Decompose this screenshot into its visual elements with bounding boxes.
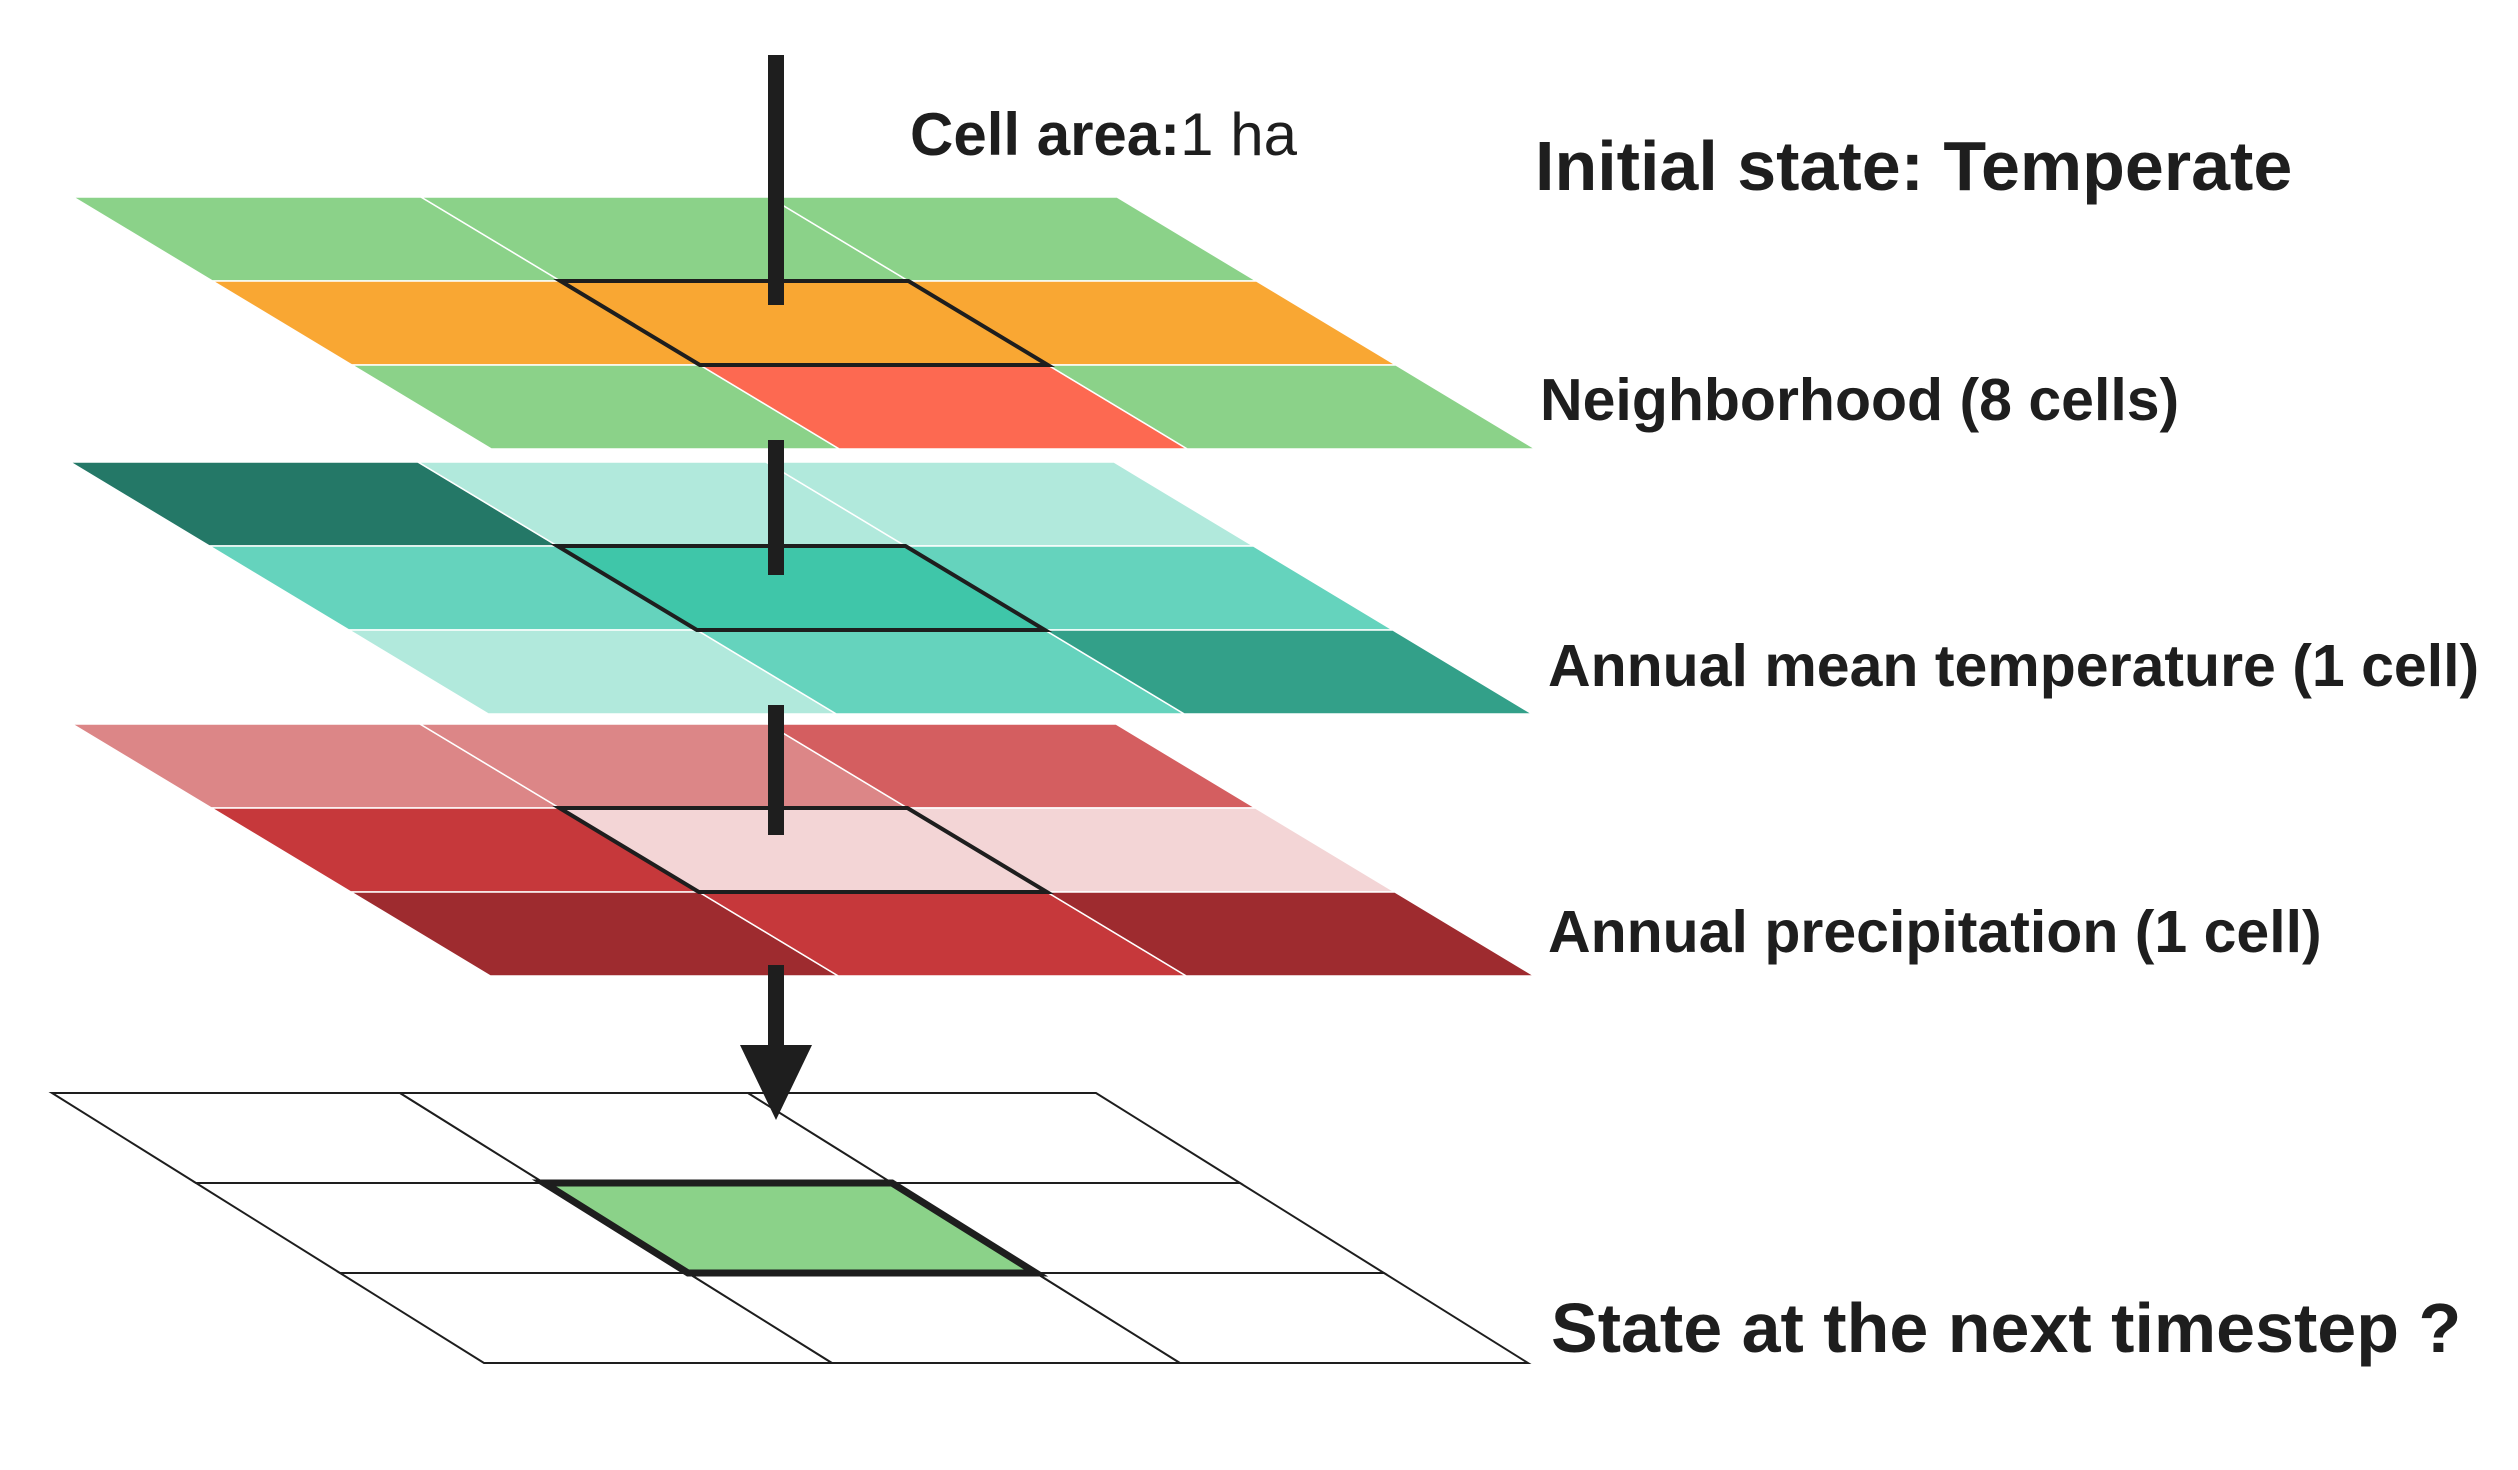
neighborhood-label: Neighborhood (8 cells): [1540, 367, 2179, 433]
center-cell-outline: [553, 279, 1056, 367]
center-cell-outline: [531, 1179, 1049, 1277]
grid-cell-r2-c2: [1044, 891, 1538, 977]
center-cell-outline: [550, 544, 1053, 632]
state-layer: [70, 196, 1539, 450]
cell-area-label: Cell area:1 ha: [910, 101, 1298, 168]
initial-state-label: Initial state: Temperate: [1535, 127, 2292, 205]
precipitation-label: Annual precipitation (1 cell): [1548, 899, 2322, 965]
arrow-head: [740, 1045, 812, 1120]
grid-cell-r2-c2: [1045, 364, 1539, 450]
grid-cell-r2-c2: [1032, 1272, 1532, 1364]
next-state-label: State at the next timestep ?: [1551, 1289, 2461, 1367]
temperature-layer: [67, 461, 1536, 715]
center-cell-outline: [552, 806, 1055, 894]
grid-cell-r2-c2: [1042, 629, 1536, 715]
temperature-label: Annual mean temperature (1 cell): [1548, 633, 2479, 699]
flow-arrow: [740, 55, 812, 1120]
arrow-segment-3: [768, 705, 784, 835]
cell-area-value: 1 ha: [1180, 101, 1297, 168]
arrow-segment-2: [768, 440, 784, 575]
next-state-layer: [48, 1092, 1532, 1364]
cell-area-key: Cell area:: [910, 101, 1180, 168]
arrow-segment-top: [768, 55, 784, 305]
precipitation-layer: [69, 723, 1538, 977]
arrow-segment-4: [768, 965, 784, 1055]
